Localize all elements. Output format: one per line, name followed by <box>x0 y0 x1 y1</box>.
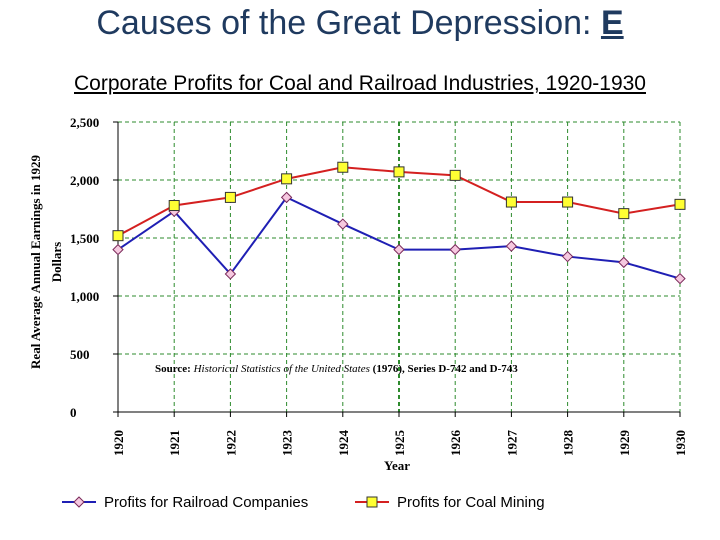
x-axis-label: Year <box>384 458 410 473</box>
y-tick-label: 1,500 <box>70 231 99 246</box>
legend-label: Profits for Coal Mining <box>397 494 545 511</box>
data-point-railroad <box>561 250 574 263</box>
page-title: Causes of the Great Depression: E <box>0 4 720 43</box>
y-axis-label-line2: Dollars <box>49 242 64 282</box>
data-point-coal <box>674 198 686 210</box>
x-tick-label: 1930 <box>673 430 688 456</box>
x-tick-label: 1927 <box>504 430 519 457</box>
y-tick-label: 0 <box>70 405 77 420</box>
y-tick-label: 2,000 <box>70 173 99 188</box>
grid-lines <box>118 121 681 412</box>
data-point-railroad <box>674 272 686 285</box>
data-point-coal <box>112 230 124 242</box>
y-tick-label: 2,500 <box>70 115 99 130</box>
data-point-coal <box>449 169 461 181</box>
data-point-railroad <box>449 243 461 256</box>
data-point-coal <box>281 173 293 185</box>
legend-label: Profits for Railroad Companies <box>104 494 308 511</box>
chart-subtitle: Corporate Profits for Coal and Railroad … <box>74 72 646 95</box>
data-point-coal <box>393 166 405 178</box>
y-tick-labels: 0 500 1,000 1,500 2,000 2,500 <box>70 115 99 420</box>
legend-marker-railroad <box>73 496 85 508</box>
data-point-railroad <box>337 218 349 230</box>
data-point-coal <box>168 200 180 212</box>
data-point-coal <box>505 196 517 208</box>
data-point-railroad <box>224 268 237 280</box>
axes <box>113 121 681 417</box>
title-letter: E <box>600 4 624 42</box>
data-point-railroad <box>280 191 293 204</box>
data-point-railroad <box>618 256 630 269</box>
series-markers <box>112 161 686 285</box>
legend-marker-coal <box>366 496 378 508</box>
x-tick-label: 1920 <box>111 430 126 456</box>
source-note: Source: Historical Statistics of the Uni… <box>155 363 518 375</box>
data-point-railroad <box>393 243 405 256</box>
source-title: Historical Statistics of the United Stat… <box>193 363 370 375</box>
data-point-coal <box>224 191 236 203</box>
data-point-coal <box>562 196 574 208</box>
x-tick-label: 1925 <box>392 430 407 457</box>
x-tick-labels: 1920 1921 1922 1923 1924 1925 1926 1927 1928 1929… <box>111 430 688 457</box>
source-label: Source: <box>155 363 194 375</box>
y-tick-label: 500 <box>70 347 90 362</box>
title-text: Causes of the Great Depression: <box>96 4 601 42</box>
x-tick-label: 1926 <box>448 430 463 457</box>
data-point-coal <box>337 161 349 173</box>
data-point-railroad <box>505 240 518 252</box>
x-tick-label: 1924 <box>336 430 351 457</box>
x-tick-label: 1923 <box>280 430 295 457</box>
data-point-railroad <box>112 243 124 256</box>
source-detail: (1976), Series D-742 and D-743 <box>370 363 518 375</box>
x-tick-label: 1921 <box>167 430 182 456</box>
x-tick-label: 1929 <box>617 430 632 457</box>
legend: Profits for Railroad Companies Profits fo… <box>62 494 545 511</box>
x-tick-label: 1922 <box>223 430 238 456</box>
y-axis-label-line1: Real Average Annual Earnings in 1929 <box>28 155 43 369</box>
x-tick-label: 1928 <box>561 430 576 457</box>
y-tick-label: 1,000 <box>70 289 99 304</box>
data-point-coal <box>618 208 630 220</box>
